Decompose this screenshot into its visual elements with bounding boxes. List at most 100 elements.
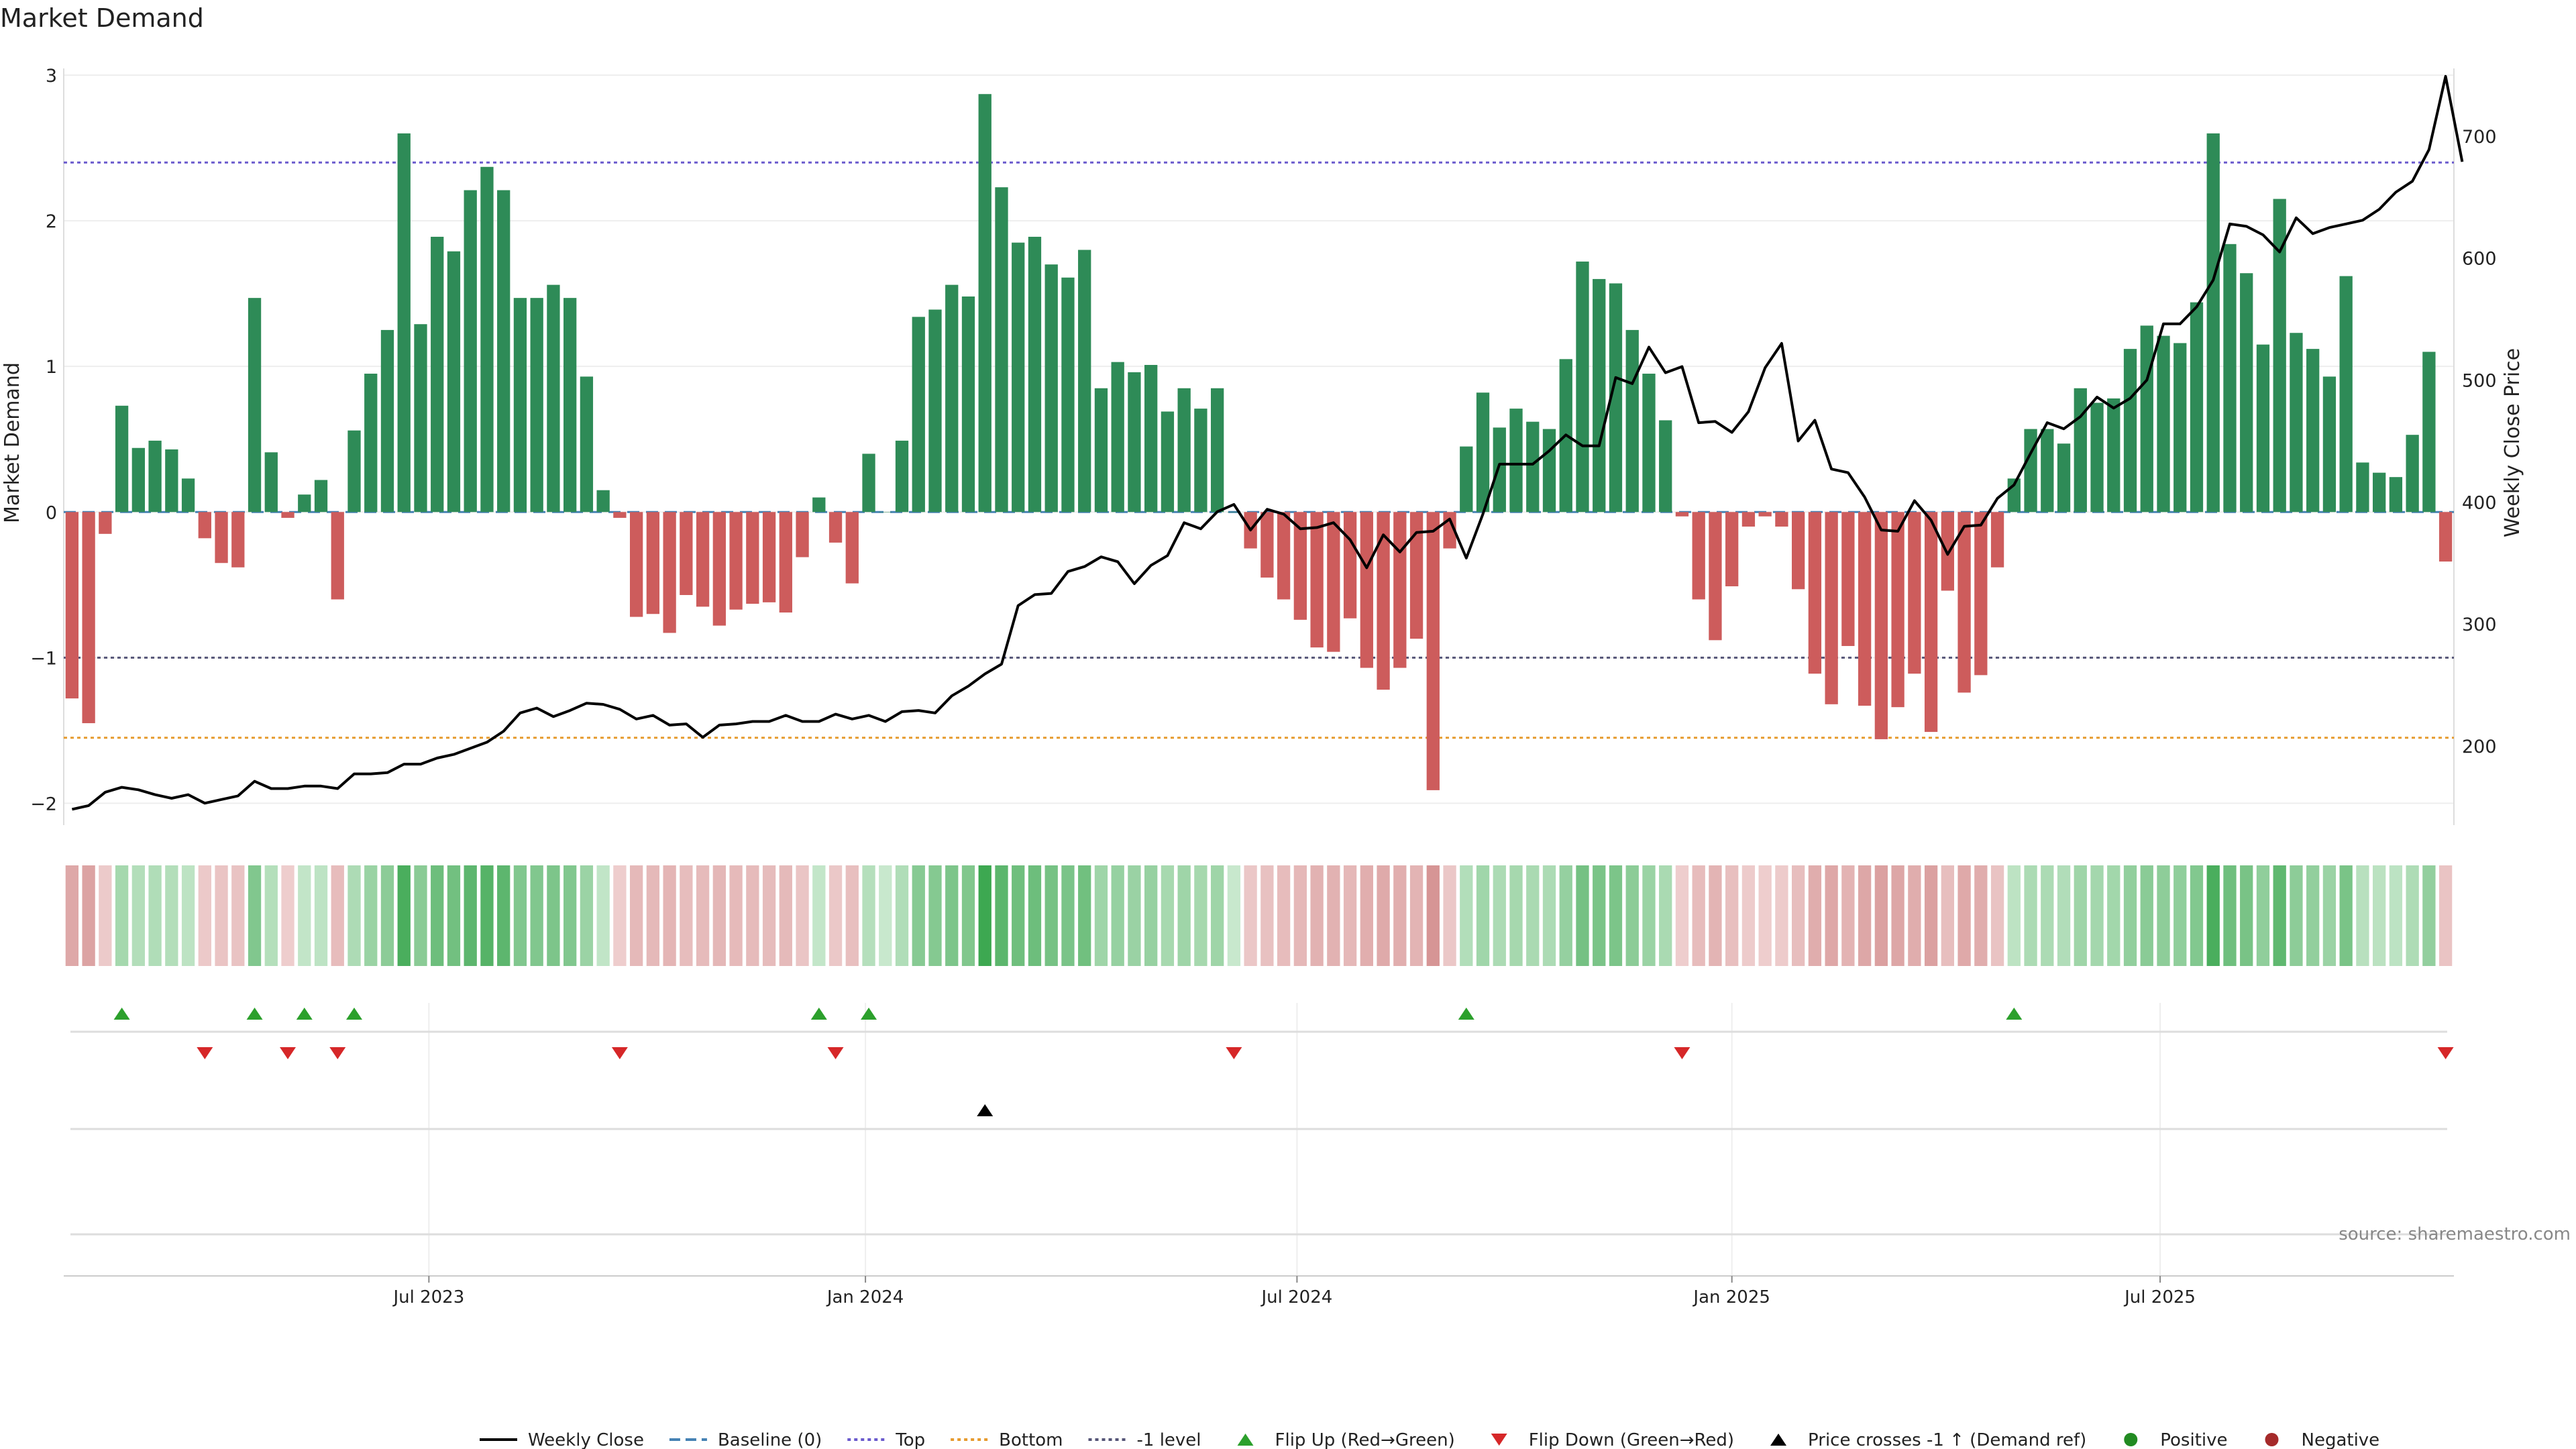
demand-bar [2206,133,2220,513]
demand-bar [2057,443,2071,513]
y2-tick-label: 200 [2462,737,2497,757]
heat-cell [547,865,560,966]
heat-cell [1808,865,1822,966]
legend-label: Positive [2160,1430,2227,1449]
legend: Weekly Close Baseline (0) Top Bottom -1 leve… [480,1430,2379,1449]
demand-bar [2090,402,2104,513]
heat-cell [1990,865,2004,966]
demand-bar [1874,512,1888,739]
heat-cell [331,865,344,966]
demand-bar [895,440,909,513]
heat-cell [2007,865,2021,966]
heat-cell [480,865,494,966]
heat-cell [464,865,477,966]
heat-cell [1725,865,1739,966]
heat-cell [995,865,1008,966]
heat-cell [828,865,843,966]
demand-bar [497,190,511,513]
heat-cell [1327,865,1340,966]
heat-cell [2240,865,2253,966]
heat-cell [1891,865,1904,966]
y2-axis-label: Weekly Close Price [2501,348,2524,537]
heat-cell [65,865,79,966]
demand-bar [1426,512,1440,790]
heat-cell [298,865,311,966]
heat-cell [1559,865,1572,966]
heat-cell [347,865,361,966]
demand-bar [148,440,162,513]
heat-cell [2373,865,2386,966]
y-tick-label: 3 [46,66,57,87]
demand-bar [961,296,975,513]
y2-tick-label: 700 [2462,127,2497,148]
heat-cell [380,865,394,966]
legend-label: Weekly Close [528,1430,644,1449]
demand-bar [564,298,577,513]
demand-bar [779,512,792,613]
heat-cell [2422,865,2436,966]
heat-cell [2406,865,2419,966]
heat-cell [1161,865,1175,966]
demand-bar [2107,398,2121,513]
demand-bar [2306,349,2320,513]
demand-bar [1609,283,1623,513]
source-note: source: sharemaestro.com [2339,1224,2571,1244]
heat-cell [1277,865,1291,966]
y-tick-label: −1 [30,648,57,669]
reference-levels [64,161,2454,739]
chart-title: Market Demand [0,3,204,33]
heat-cell [812,865,826,966]
heat-cell [2157,865,2170,966]
demand-bar [2123,349,2137,513]
demand-bar [796,512,809,557]
heat-cell [779,865,792,966]
demand-bar [1542,429,1556,513]
flip-down-marker [2437,1047,2454,1059]
heat-cell [1028,865,1042,966]
heat-cell [1244,865,1257,966]
demand-bar [928,309,942,513]
heat-cell [2190,865,2204,966]
legend-triangle-marker [1770,1434,1787,1446]
demand-bar [1493,427,1506,513]
x-tick-label: Jan 2025 [1692,1287,1770,1307]
demand-bar [1741,512,1756,527]
demand-bar [828,512,843,543]
heat-cell [1526,865,1540,966]
heat-cell [613,865,627,966]
heat-cell [2273,865,2286,966]
heat-cell [1576,865,1589,966]
heat-cell [696,865,710,966]
heat-cell [2123,865,2137,966]
demand-bar [82,512,95,724]
legend-item: Positive [2124,1430,2228,1449]
y-axis-label: Market Demand [1,362,24,523]
demand-bar [298,494,311,513]
y-tick-label: −2 [30,794,57,814]
demand-bar [530,298,543,513]
heat-cell [1061,865,1075,966]
heat-cell [1758,865,1772,966]
y-ticks: 3 2 1 0 −1 −2 [30,66,57,814]
demand-bar [912,317,925,513]
heat-cell [1144,865,1158,966]
flip-down-marker [1674,1047,1690,1059]
heat-cell [629,865,643,966]
heat-cell [314,865,328,966]
demand-bar [1924,512,1938,733]
heat-cell [231,865,245,966]
demand-bar [2190,302,2204,513]
demand-bar [580,376,594,513]
demand-bar [1858,512,1872,706]
heat-cell [1310,865,1324,966]
heat-cell [961,865,975,966]
demand-heat-strip [65,865,2453,966]
demand-bar [680,512,693,596]
demand-bar [480,166,494,513]
demand-bar [1194,409,1208,513]
demand-bar [1841,512,1855,646]
demand-bar [99,512,112,534]
demand-bar [1526,421,1540,513]
demand-bar [1409,512,1424,639]
